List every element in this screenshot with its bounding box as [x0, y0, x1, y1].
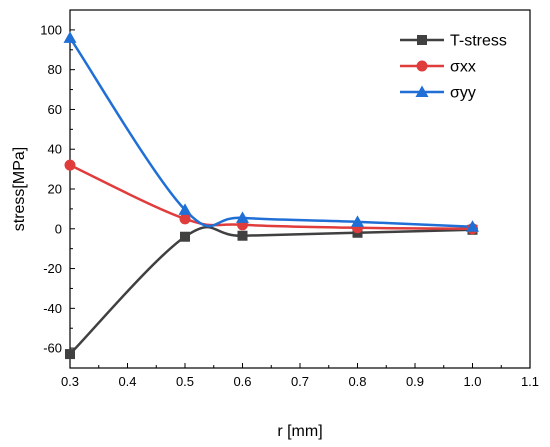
series-markers	[63, 31, 479, 360]
x-tick-label: 0.4	[118, 374, 136, 389]
data-point-square	[180, 231, 190, 242]
y-tick-label: 0	[55, 221, 62, 236]
y-tick-label: 60	[48, 102, 62, 117]
x-tick-label: 0.6	[233, 374, 251, 389]
data-point-triangle	[351, 215, 364, 227]
legend-marker	[417, 35, 427, 45]
plot-area	[69, 9, 531, 369]
data-point-circle	[179, 213, 191, 225]
data-point-triangle	[466, 220, 479, 232]
x-tick-label: 0.9	[406, 374, 424, 389]
x-tick-label: 0.8	[348, 374, 366, 389]
legend-label: σyy	[450, 85, 476, 102]
legend-marker	[416, 60, 428, 72]
legend-label: T-stress	[450, 33, 507, 50]
x-tick-label: 0.7	[291, 374, 309, 389]
legend-label: σxx	[450, 59, 476, 76]
y-tick-label: 100	[40, 22, 62, 37]
y-axis: -60 -40 -20 0 20 40 60 80 100	[40, 22, 75, 356]
data-point-square	[237, 230, 248, 241]
legend: T-stress σxx σyy	[400, 33, 507, 102]
data-point-square	[65, 349, 75, 360]
x-tick-label: 0.5	[176, 374, 194, 389]
y-tick-label: -40	[43, 301, 62, 316]
data-point-triangle	[178, 203, 192, 215]
data-point-circle	[64, 159, 76, 171]
y-tick-label: 20	[48, 182, 62, 197]
x-axis: 0.3 0.4 0.5 0.6 0.7 0.8 0.9 1.0 1.1	[61, 363, 539, 389]
y-axis-title: stress[MPa]	[11, 147, 28, 231]
legend-marker	[415, 85, 429, 97]
y-tick-label: 40	[48, 142, 62, 157]
x-axis-title: r [mm]	[277, 423, 322, 440]
y-tick-label: -20	[43, 261, 62, 276]
x-tick-label: 1.0	[463, 374, 481, 389]
data-point-triangle	[236, 211, 249, 223]
x-tick-label: 1.1	[521, 374, 539, 389]
x-tick-label: 0.3	[61, 374, 79, 389]
y-tick-label: 80	[48, 62, 62, 77]
data-point-triangle	[63, 31, 77, 43]
y-tick-label: -60	[43, 341, 62, 356]
series-line-2	[68, 37, 473, 229]
